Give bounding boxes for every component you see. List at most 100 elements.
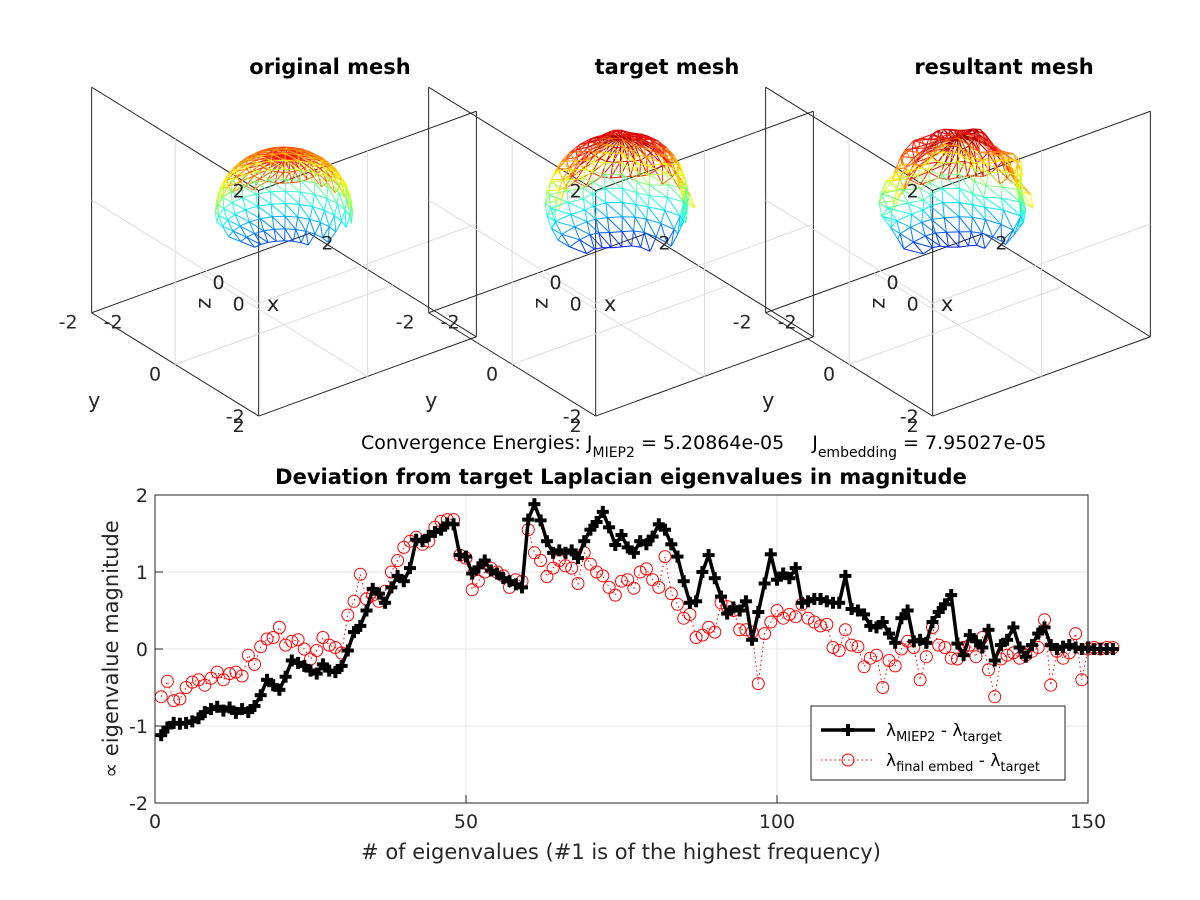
point-miep2 [540, 535, 553, 548]
z-tick-label: 0 [907, 293, 919, 315]
point-miep2 [348, 626, 360, 639]
point-miep2 [391, 569, 404, 582]
point-miep2 [596, 505, 609, 518]
point-final-embed [982, 663, 995, 677]
legend-label-miep2: λMIEP2 - λtarget [886, 721, 1002, 745]
point-final-embed [341, 608, 355, 622]
point-miep2 [472, 561, 485, 574]
point-miep2 [889, 636, 902, 649]
point-miep2 [758, 577, 771, 590]
y-tick-label: -2 [733, 312, 752, 334]
chart-ticks: 0 50 100 150 -2 -1 0 1 2 [129, 485, 1106, 833]
point-miep2 [920, 636, 933, 649]
point-miep2 [727, 601, 740, 614]
z-tick-label: 0 [570, 293, 582, 315]
point-final-embed [391, 554, 405, 567]
mesh-title: target mesh [595, 55, 740, 79]
point-miep2 [883, 627, 895, 640]
point-miep2 [914, 633, 927, 646]
y-tick-label: -2 [129, 793, 148, 815]
legend-label-final-embed: λfinal embed - λtarget [886, 751, 1040, 775]
point-miep2 [1050, 643, 1063, 655]
point-miep2 [516, 581, 528, 594]
y-tick-label: 0 [136, 639, 148, 661]
legend-box [810, 705, 1066, 781]
point-miep2 [994, 639, 1007, 652]
point-final-embed [969, 650, 983, 664]
point-miep2 [491, 567, 504, 580]
point-miep2 [1038, 621, 1051, 634]
point-final-embed [272, 620, 286, 634]
y-tick-label: 2 [136, 485, 148, 507]
point-miep2 [659, 523, 671, 536]
point-miep2 [484, 564, 497, 577]
point-final-embed [913, 673, 927, 687]
point-miep2 [739, 595, 752, 608]
point-miep2 [205, 703, 217, 716]
point-final-embed [465, 583, 479, 597]
point-final-embed [248, 657, 261, 671]
point-final-embed [260, 632, 274, 646]
y-tick-label: 1 [136, 562, 148, 584]
x-tick-label: -2 [104, 312, 123, 334]
point-final-embed [1069, 627, 1083, 641]
point-miep2 [963, 629, 976, 642]
point-miep2 [833, 596, 846, 609]
point-miep2 [155, 729, 168, 742]
point-miep2 [198, 706, 211, 719]
point-final-embed [870, 648, 883, 662]
point-final-embed [689, 631, 703, 644]
z-axis-label: z [192, 298, 216, 309]
point-miep2 [497, 572, 510, 585]
point-miep2 [901, 604, 914, 617]
point-miep2 [708, 572, 721, 585]
point-final-embed [708, 625, 722, 639]
x-axis-label: x [604, 292, 616, 316]
y-tick-label: 2 [907, 415, 919, 437]
point-final-embed [919, 650, 933, 664]
point-final-embed [185, 675, 199, 689]
annotation-sub1: MIEP2 [593, 445, 635, 461]
point-miep2 [254, 689, 267, 702]
y-tick-label: 2 [233, 415, 245, 437]
point-miep2 [839, 569, 852, 582]
point-final-embed [627, 581, 641, 595]
mesh-title: original mesh [249, 55, 410, 79]
annotation-val1: = 5.20864e-05 [635, 432, 784, 454]
point-miep2 [733, 604, 746, 617]
point-miep2 [851, 604, 864, 617]
z-tick-label: 2 [233, 181, 245, 203]
point-final-embed [857, 660, 871, 674]
x-tick-label: 150 [1070, 811, 1106, 833]
point-final-embed [223, 667, 237, 681]
x-tick-label: 50 [454, 811, 478, 833]
point-miep2 [528, 498, 541, 511]
point-miep2 [304, 664, 317, 677]
y-tick-label: -2 [396, 312, 415, 334]
point-final-embed [671, 597, 684, 611]
point-miep2 [702, 549, 715, 562]
point-miep2 [236, 703, 249, 716]
series-miep2 [155, 498, 1119, 742]
x-tick-label: -2 [441, 312, 460, 334]
point-final-embed [615, 574, 628, 588]
point-final-embed [167, 694, 181, 708]
y-axis-label: y [88, 388, 100, 412]
point-final-embed [1044, 678, 1058, 692]
point-miep2 [559, 546, 572, 559]
point-final-embed [590, 565, 604, 579]
point-miep2 [192, 712, 205, 725]
point-final-embed [820, 617, 834, 631]
mesh-surface [544, 129, 696, 254]
point-miep2 [372, 587, 385, 600]
point-miep2 [547, 546, 560, 559]
series-miep2-line [159, 502, 1113, 737]
point-final-embed [291, 633, 305, 647]
point-miep2 [777, 567, 790, 580]
chart-xlabel: # of eigenvalues (#1 is of the highest f… [361, 840, 881, 864]
point-miep2 [273, 683, 286, 696]
point-final-embed [347, 594, 361, 608]
x-tick-label: 0 [212, 272, 224, 294]
